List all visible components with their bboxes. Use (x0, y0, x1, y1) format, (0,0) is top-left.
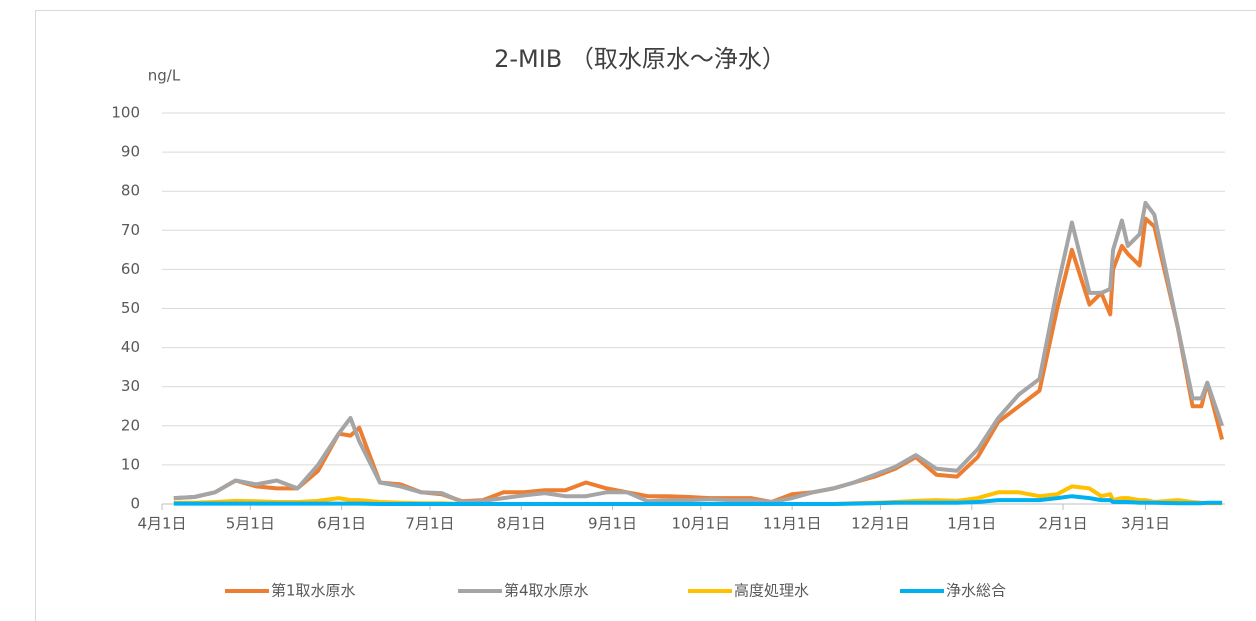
x-tick-label: 10月1日 (672, 515, 731, 533)
legend-label: 高度処理水 (734, 582, 809, 600)
y-tick-label: 40 (121, 338, 140, 356)
x-tick-label: 7月1日 (405, 515, 454, 533)
x-tick-label: 4月1日 (137, 515, 186, 533)
x-tick-label: 9月1日 (588, 515, 637, 533)
chart-title: 2-MIB （取水原水～浄水） (494, 45, 786, 73)
x-tick-label: 11月1日 (763, 515, 822, 533)
y-tick-label: 80 (121, 182, 140, 200)
y-tick-label: 10 (121, 455, 140, 473)
y-tick-label: 0 (130, 495, 140, 513)
x-tick-label: 5月1日 (226, 515, 275, 533)
x-tick-label: 3月1日 (1121, 515, 1170, 533)
legend-label: 浄水総合 (946, 582, 1006, 600)
y-tick-label: 60 (121, 260, 140, 278)
x-tick-label: 2月1日 (1039, 515, 1088, 533)
x-tick-label: 1月1日 (947, 515, 996, 533)
x-tick-label: 8月1日 (497, 515, 546, 533)
y-tick-label: 70 (121, 221, 140, 239)
y-tick-label: 90 (121, 143, 140, 161)
y-tick-label: 50 (121, 299, 140, 317)
x-tick-label: 6月1日 (317, 515, 366, 533)
y-tick-label: 100 (111, 104, 140, 122)
series-line (173, 494, 1223, 506)
legend-label: 第4取水原水 (504, 582, 589, 600)
y-tick-label: 20 (121, 416, 140, 434)
series-line (173, 200, 1224, 504)
legend-label: 第1取水原水 (271, 582, 356, 600)
y-axis-label: ng/L (148, 67, 181, 85)
x-tick-label: 12月1日 (851, 515, 910, 533)
y-tick-label: 30 (121, 377, 140, 395)
